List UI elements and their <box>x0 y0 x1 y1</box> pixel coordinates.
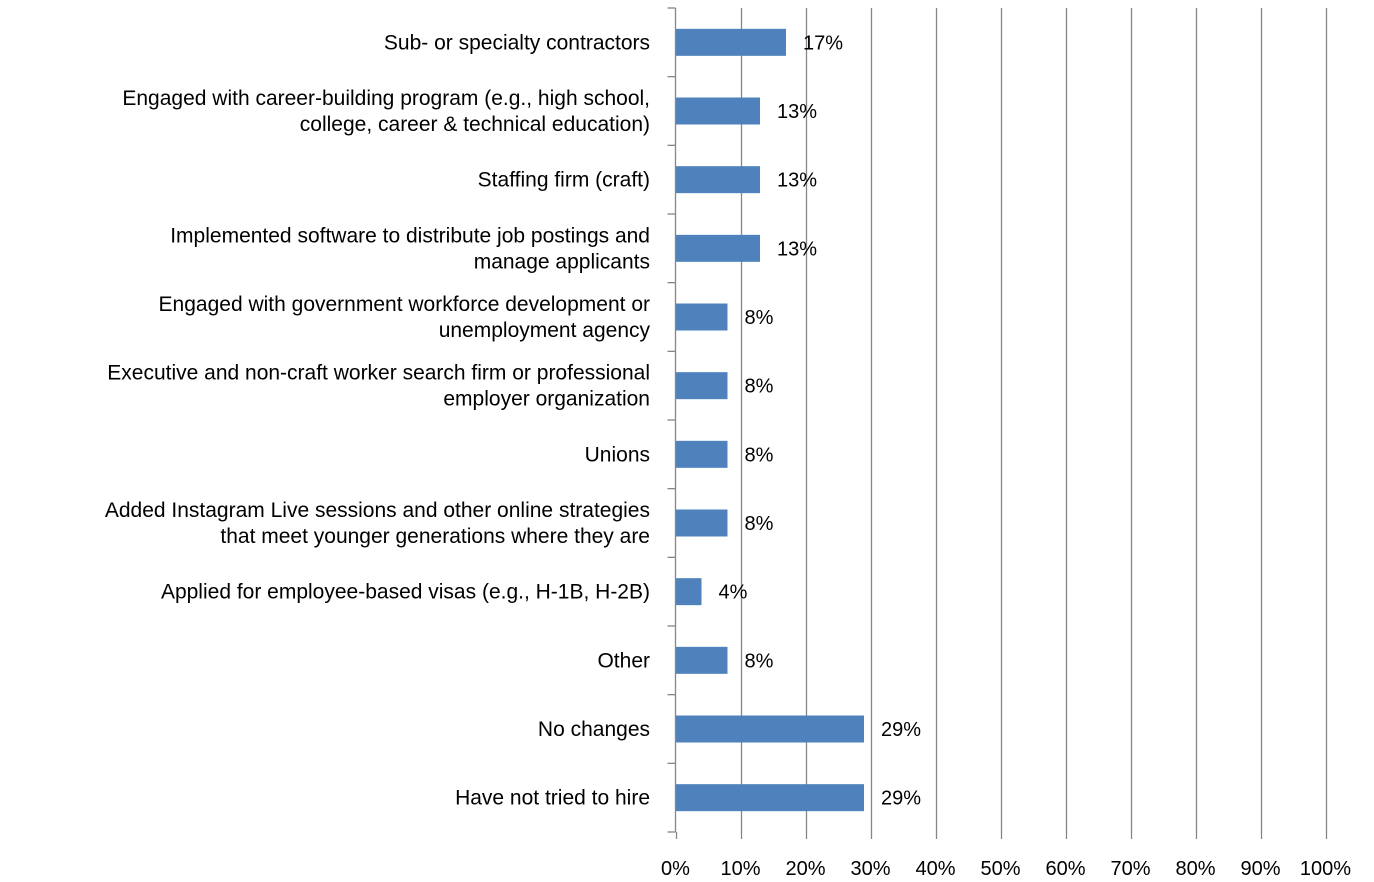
bar <box>675 578 702 606</box>
data-label: 8% <box>745 307 774 329</box>
bar <box>675 303 728 331</box>
category-labels: Sub- or specialty contractors Engaged wit… <box>105 31 651 809</box>
bar <box>675 715 864 743</box>
data-label: 13% <box>777 170 817 192</box>
bar <box>675 234 760 262</box>
category-label: Applied for employee-based visas (e.g., … <box>161 581 650 604</box>
category-label: Engaged with government workforce develo… <box>159 293 650 316</box>
bar <box>675 509 728 537</box>
bar <box>675 166 760 194</box>
category-label: manage applicants <box>474 250 650 273</box>
bar <box>675 440 728 468</box>
category-label: Sub- or specialty contractors <box>384 31 650 54</box>
x-tick-label: 10% <box>720 858 760 880</box>
category-label: Executive and non-craft worker search fi… <box>107 362 650 385</box>
data-label: 13% <box>777 238 817 260</box>
x-tick-label: 50% <box>980 858 1020 880</box>
data-label: 8% <box>745 444 774 466</box>
x-tick-label: 80% <box>1175 858 1215 880</box>
category-label: Staffing firm (craft) <box>478 169 650 192</box>
data-label: 8% <box>745 513 774 535</box>
x-tick-label: 90% <box>1240 858 1280 880</box>
category-label: Implemented software to distribute job p… <box>170 224 650 247</box>
category-label: college, career & technical education) <box>300 113 650 136</box>
bar <box>675 646 728 674</box>
x-tick-label: 40% <box>915 858 955 880</box>
bar <box>675 97 760 125</box>
x-tick-label: 0% <box>661 858 690 880</box>
category-label: that meet younger generations where they… <box>220 525 650 548</box>
data-label: 29% <box>881 788 921 810</box>
category-label: unemployment agency <box>439 319 651 342</box>
category-label: Unions <box>585 443 650 466</box>
x-tick-label: 30% <box>850 858 890 880</box>
data-label: 17% <box>803 32 843 54</box>
bar <box>675 372 728 400</box>
x-tick-label: 70% <box>1110 858 1150 880</box>
x-tick-label: 60% <box>1045 858 1085 880</box>
bar <box>675 784 864 812</box>
category-label: No changes <box>538 718 650 741</box>
category-label: employer organization <box>443 388 650 411</box>
x-tick-label: 100% <box>1300 858 1351 880</box>
data-label: 8% <box>745 650 774 672</box>
category-label: Other <box>597 649 650 672</box>
bars <box>675 28 864 812</box>
data-label: 13% <box>777 101 817 123</box>
category-label: Engaged with career-building program (e.… <box>122 87 650 110</box>
value-labels: 17% 13% 13% 13% 8% 8% 8% 8% 4% 8% 29% 29% <box>719 32 922 809</box>
data-label: 29% <box>881 719 921 741</box>
x-tick-labels: 0% 10% 20% 30% 40% 50% 60% 70% 80% 90% 100% <box>661 858 1351 880</box>
bar <box>675 28 786 56</box>
gridlines <box>740 8 1328 832</box>
y-axis <box>667 7 1328 839</box>
data-label: 4% <box>719 582 748 604</box>
category-label: Have not tried to hire <box>455 787 650 810</box>
data-label: 8% <box>745 376 774 398</box>
category-label: Added Instagram Live sessions and other … <box>105 499 650 522</box>
x-tick-label: 20% <box>785 858 825 880</box>
